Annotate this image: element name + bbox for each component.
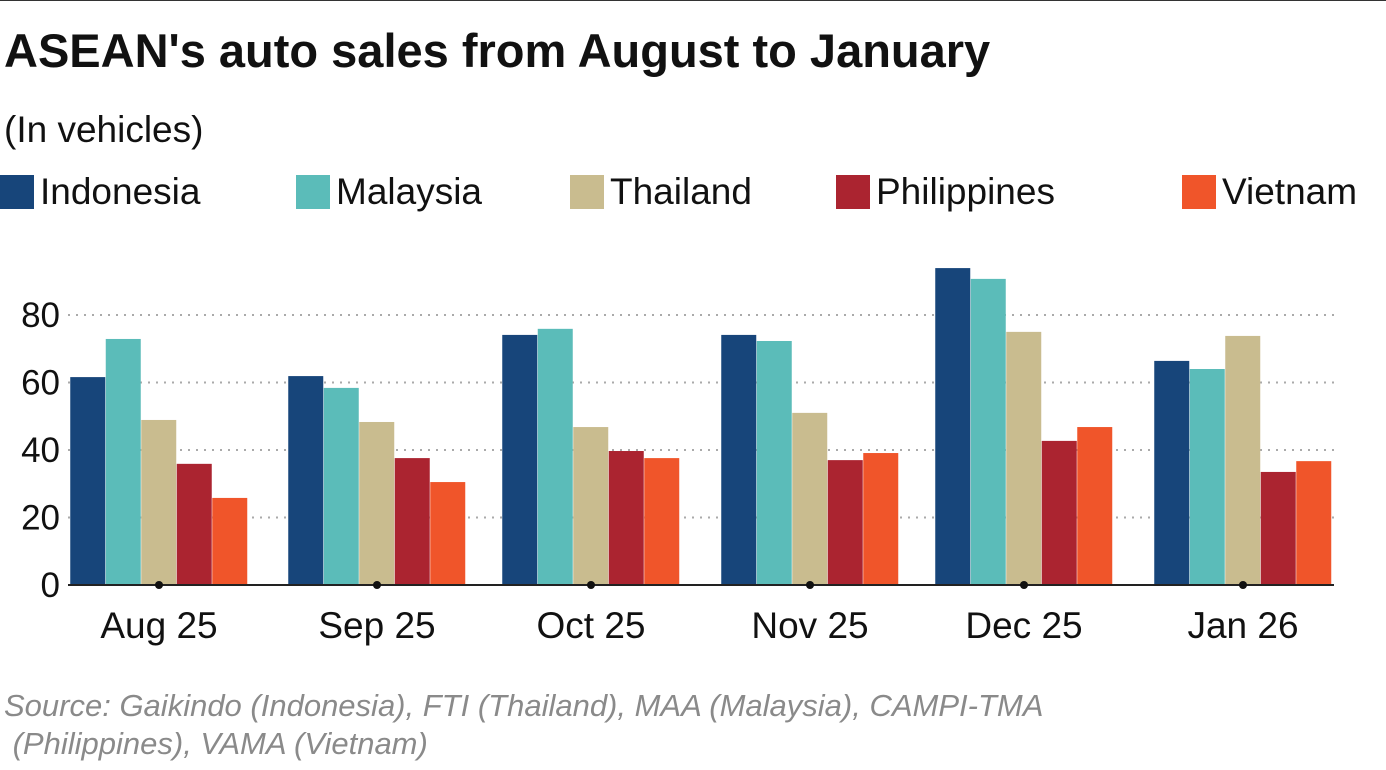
y-tick-label: 20 (21, 499, 60, 538)
x-tick-label: Aug 25 (100, 605, 217, 646)
legend: Indonesia Malaysia Thailand Philippines Viet… (0, 171, 1386, 215)
legend-swatch (296, 175, 330, 209)
legend-item-thailand: Thailand (570, 171, 752, 213)
x-tick-dot (155, 581, 163, 589)
bar-philippines (608, 451, 644, 585)
legend-label: Thailand (610, 171, 752, 212)
legend-swatch (570, 175, 604, 209)
bar-vietnam (212, 497, 248, 585)
bar-vietnam (644, 458, 680, 585)
legend-item-vietnam: Vietnam (1182, 171, 1357, 213)
x-tick-dot (1020, 581, 1028, 589)
legend-item-indonesia: Indonesia (0, 171, 200, 213)
bar-thailand (1225, 335, 1261, 585)
source-line-1: Source: Gaikindo (Indonesia), FTI (Thail… (4, 688, 1044, 723)
x-tick-dot (373, 581, 381, 589)
bar-philippines (1260, 471, 1296, 585)
legend-swatch (0, 175, 34, 209)
bar-thailand (141, 419, 177, 585)
x-tick-label: Jan 26 (1187, 605, 1298, 646)
bar-indonesia (1154, 360, 1190, 585)
legend-item-malaysia: Malaysia (296, 171, 482, 213)
legend-label: Indonesia (40, 171, 201, 212)
bar-malaysia (756, 340, 792, 585)
bar-malaysia (323, 387, 359, 585)
chart-title: ASEAN's auto sales from August to Januar… (4, 24, 991, 77)
bar-chart: 0 20 40 60 80 Aug 25 Sep 25 Oct 25 Nov 25 Dec 25 J… (21, 268, 1334, 646)
y-tick-label: 60 (21, 364, 60, 403)
bar-philippines (394, 458, 430, 585)
bar-thailand (359, 421, 395, 585)
bar-thailand (792, 412, 828, 585)
bar-malaysia (105, 338, 141, 585)
bar-malaysia (537, 328, 573, 585)
x-tick-label: Sep 25 (318, 605, 435, 646)
x-tick-dot (587, 581, 595, 589)
bar-vietnam (430, 482, 466, 585)
bar-malaysia (970, 278, 1006, 585)
x-tick-label: Dec 25 (965, 605, 1082, 646)
x-tick-label: Oct 25 (537, 605, 646, 646)
legend-label: Philippines (876, 171, 1055, 212)
y-tick-label: 0 (41, 566, 60, 605)
y-tick-label: 80 (21, 296, 60, 335)
x-tick-dot (806, 581, 814, 589)
legend-label: Vietnam (1222, 171, 1358, 212)
source-note: Source: Gaikindo (Indonesia), FTI (Thail… (4, 687, 1043, 763)
chart-subtitle: (In vehicles) (4, 109, 204, 150)
bar-thailand (1006, 331, 1042, 585)
x-tick-label: Nov 25 (751, 605, 868, 646)
bar-vietnam (863, 453, 899, 585)
bar-indonesia (935, 268, 971, 585)
bar-philippines (176, 463, 212, 585)
y-tick-label: 40 (21, 431, 60, 470)
bar-thailand (573, 427, 609, 585)
source-line-2: (Philippines), VAMA (Vietnam) (4, 726, 428, 761)
legend-label: Malaysia (336, 171, 482, 212)
bar-indonesia (288, 376, 324, 585)
bar-indonesia (70, 377, 106, 585)
legend-swatch (836, 175, 870, 209)
bar-vietnam (1077, 427, 1113, 585)
x-tick-dot (1239, 581, 1247, 589)
bar-malaysia (1189, 369, 1225, 585)
bar-indonesia (502, 334, 538, 585)
legend-item-philippines: Philippines (836, 171, 1055, 213)
bar-philippines (1041, 440, 1077, 585)
bar-philippines (827, 460, 863, 585)
bar-vietnam (1296, 461, 1332, 585)
bar-indonesia (721, 334, 757, 585)
legend-swatch (1182, 175, 1216, 209)
